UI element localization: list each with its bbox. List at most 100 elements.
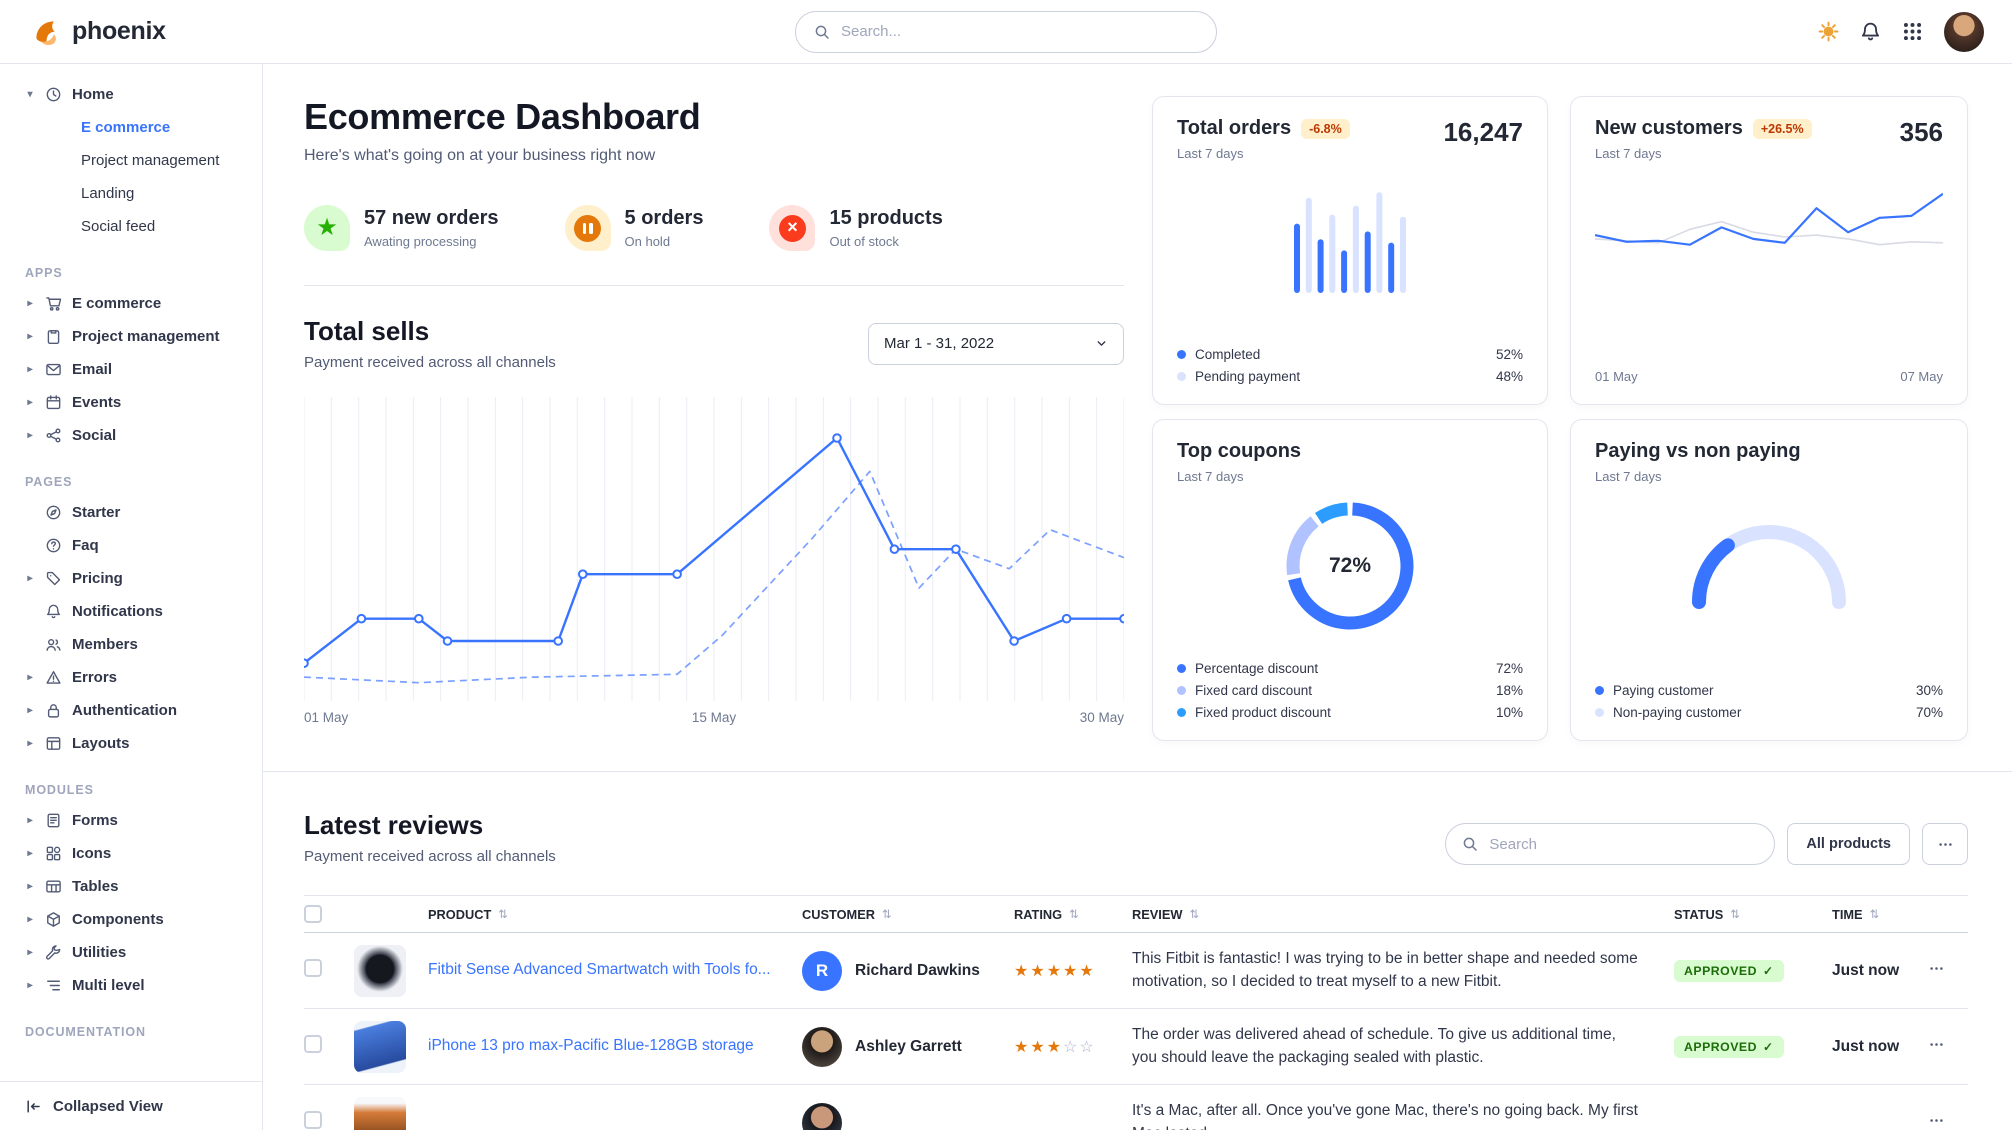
navbar-actions <box>1818 11 1984 52</box>
layout-icon <box>45 735 62 752</box>
sidebar: ▾ Home E commerce Project management <box>0 64 263 1130</box>
sidebar-item-label: Starter <box>72 504 121 521</box>
sidebar-subitem[interactable]: E commerce <box>0 111 262 144</box>
user-avatar[interactable] <box>1944 11 1984 52</box>
col-review[interactable]: REVIEW ⇅ <box>1132 906 1200 922</box>
sidebar-item[interactable]: ▸ Forms <box>0 804 262 837</box>
date-range-select[interactable]: Mar 1 - 31, 2022 <box>868 322 1124 365</box>
sidebar-item[interactable]: ▸ Starter <box>0 496 262 529</box>
sidebar-item[interactable]: ▸ Events <box>0 386 262 419</box>
caret-right-icon: ▸ <box>27 979 33 991</box>
sidebar-item-label: Multi level <box>72 977 145 994</box>
notifications-bell-icon[interactable] <box>1860 21 1881 42</box>
legend-dot <box>1177 686 1186 695</box>
legend-item: Percentage discount 72% <box>1177 661 1523 676</box>
sidebar-item[interactable]: ▸ Utilities <box>0 936 262 969</box>
product-image <box>354 944 406 997</box>
stat-value: 57 new orders <box>364 207 499 229</box>
product-link[interactable]: iPhone 13 pro max-Pacific Blue-128GB sto… <box>428 1037 754 1055</box>
sidebar-item[interactable]: ▸ Email <box>0 353 262 386</box>
paying-period: Last 7 days <box>1595 469 1662 484</box>
sidebar-section-modules-title: MODULES <box>25 783 94 797</box>
sidebar-item[interactable]: ▸ Layouts <box>0 727 262 760</box>
product-link[interactable]: Fitbit Sense Advanced Smartwatch with To… <box>428 961 771 979</box>
caret-right-icon: ▸ <box>27 880 33 892</box>
new-customers-title: New customers <box>1595 117 1743 139</box>
share-icon <box>45 427 62 444</box>
customer-name: Ashley Garrett <box>855 1037 962 1055</box>
sidebar-subitem[interactable]: Project management <box>0 144 262 177</box>
sidebar-subitem[interactable]: Landing <box>0 177 262 210</box>
sidebar-subitem[interactable]: Social feed <box>0 210 262 243</box>
reviews-search[interactable] <box>1445 823 1776 865</box>
sidebar-item-home[interactable]: ▾ Home <box>0 78 262 111</box>
sidebar-item[interactable]: ▸ Social <box>0 419 262 452</box>
reviews-search-input[interactable] <box>1489 835 1759 853</box>
apps-grid-icon[interactable] <box>1902 21 1923 42</box>
col-time[interactable]: TIME ⇅ <box>1832 906 1880 922</box>
row-actions-button[interactable] <box>1928 1036 1945 1053</box>
theme-toggle-sun-icon[interactable] <box>1818 21 1839 42</box>
total-orders-card: Total orders -6.8% Last 7 days 16,247 <box>1152 96 1548 405</box>
sidebar-section-apps-title: APPS <box>25 266 63 280</box>
sidebar-item[interactable]: ▸ Components <box>0 903 262 936</box>
navbar-search[interactable] <box>795 10 1217 53</box>
caret-right-icon: ▸ <box>27 814 33 826</box>
sidebar-item-label: Notifications <box>72 603 163 620</box>
row-checkbox[interactable] <box>304 1111 322 1129</box>
row-actions-button[interactable] <box>1928 1112 1945 1129</box>
sidebar-item[interactable]: ▸ Pricing <box>0 562 262 595</box>
sidebar-item[interactable]: ▸ Project management <box>0 320 262 353</box>
review-time: Just now <box>1832 1037 1900 1055</box>
stat-icon <box>564 205 611 251</box>
stat-icon: × <box>769 205 816 251</box>
sidebar-item[interactable]: ▸ Members <box>0 628 262 661</box>
sidebar-item[interactable]: ▸ Multi level <box>0 969 262 1002</box>
reviews-more-button[interactable] <box>1922 823 1968 865</box>
list-icon <box>45 977 62 994</box>
status-badge: APPROVED ✓ <box>1674 959 1784 982</box>
sort-icon: ⇅ <box>1069 909 1079 921</box>
review-text: The order was delivered ahead of schedul… <box>1132 1026 1616 1066</box>
col-customer[interactable]: CUSTOMER ⇅ <box>802 906 892 922</box>
total-sells-title: Total sells <box>304 316 430 346</box>
select-all-checkbox[interactable] <box>304 905 322 923</box>
row-checkbox[interactable] <box>304 1035 322 1053</box>
total-orders-legend: Completed 52% Pending payment 48% <box>1177 347 1523 384</box>
sidebar-item[interactable]: ▸ Notifications <box>0 595 262 628</box>
sidebar-item[interactable]: ▸ Faq <box>0 529 262 562</box>
sidebar-subitem-label: E commerce <box>81 119 171 136</box>
customer-avatar <box>802 1026 842 1067</box>
users-icon <box>45 636 62 653</box>
sidebar-collapse-toggle[interactable]: Collapsed View <box>0 1081 262 1130</box>
row-checkbox[interactable] <box>304 959 322 977</box>
col-status[interactable]: STATUS ⇅ <box>1674 906 1740 922</box>
form-icon <box>45 812 62 829</box>
sidebar-item[interactable]: ▸ Icons <box>0 837 262 870</box>
navbar-search-input[interactable] <box>841 23 1198 40</box>
row-actions-button[interactable] <box>1928 960 1945 977</box>
compass-icon <box>45 504 62 521</box>
customer-avatar: R <box>802 950 842 991</box>
caret-right-icon: ▸ <box>27 330 33 342</box>
date-range-value: Mar 1 - 31, 2022 <box>884 335 995 352</box>
legend-value: 48% <box>1495 369 1523 384</box>
phoenix-logo-icon <box>30 15 63 48</box>
clock-icon <box>45 86 62 103</box>
col-rating[interactable]: RATING ⇅ <box>1014 906 1079 922</box>
brand-logo[interactable]: phoenix <box>30 15 166 48</box>
caret-right-icon: ▸ <box>27 737 33 749</box>
product-image <box>354 1020 406 1073</box>
sort-icon: ⇅ <box>882 909 892 921</box>
reviews-table: PRODUCT ⇅ CUSTOMER ⇅ RATING ⇅ REVIEW ⇅ STATU… <box>304 895 1968 1130</box>
stat-label: On hold <box>624 234 671 249</box>
legend-dot <box>1177 372 1186 381</box>
all-products-button[interactable]: All products <box>1787 823 1910 865</box>
sidebar-item[interactable]: ▸ Tables <box>0 870 262 903</box>
new-customers-card: New customers +26.5% Last 7 days 356 01 … <box>1570 96 1968 405</box>
col-product[interactable]: PRODUCT ⇅ <box>428 906 508 922</box>
sidebar-item[interactable]: ▸ Errors <box>0 661 262 694</box>
legend-value: 30% <box>1915 683 1943 698</box>
sidebar-item[interactable]: ▸ E commerce <box>0 287 262 320</box>
sidebar-item[interactable]: ▸ Authentication <box>0 694 262 727</box>
